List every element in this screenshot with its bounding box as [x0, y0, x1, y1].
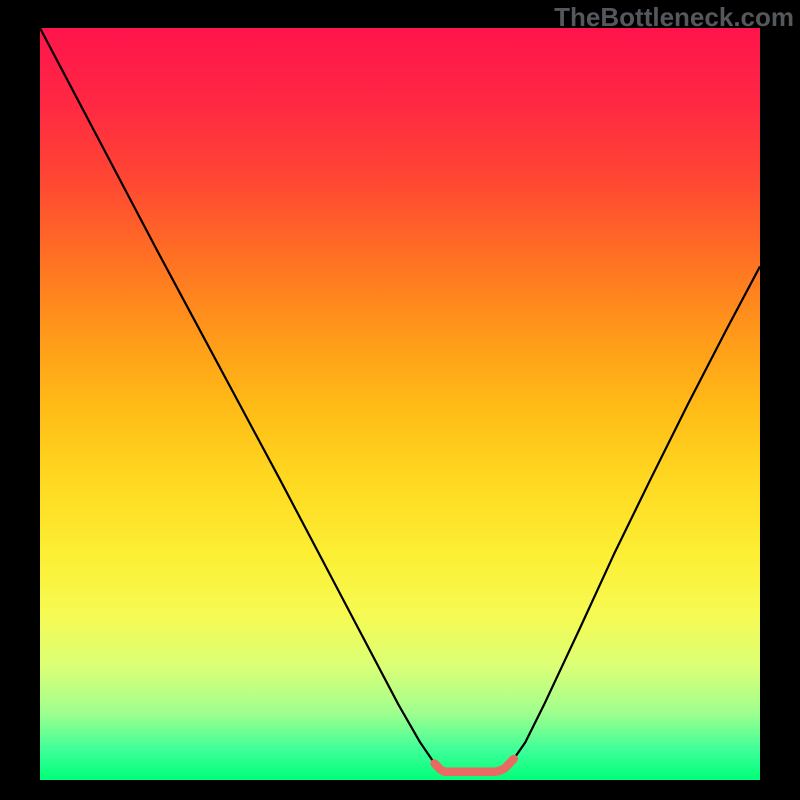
chart-frame: TheBottleneck.com	[0, 0, 800, 800]
gradient-background	[40, 28, 760, 780]
plot-svg	[40, 28, 760, 780]
plot-area	[40, 28, 760, 780]
watermark-text: TheBottleneck.com	[554, 2, 794, 33]
